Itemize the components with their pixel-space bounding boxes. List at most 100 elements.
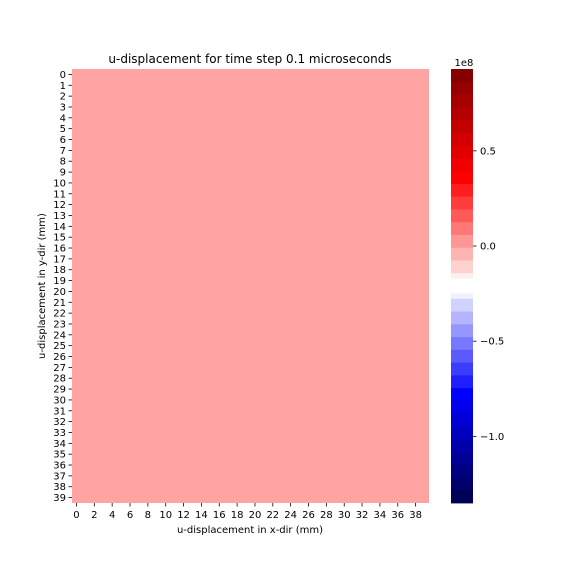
y-tick-label: 12 — [53, 200, 66, 211]
colorbar-exponent: 1e8 — [455, 58, 474, 69]
y-tick-label: 32 — [53, 417, 66, 428]
x-axis-label: u-displacement in x-dir (mm) — [177, 525, 323, 536]
y-tick-label: 18 — [53, 265, 66, 276]
colorbar-band — [451, 145, 473, 159]
y-tick-label: 33 — [53, 428, 66, 439]
y-tick-label: 34 — [53, 439, 66, 450]
x-tick-label: 6 — [127, 510, 133, 521]
x-tick-label: 38 — [409, 510, 422, 521]
colorbar-band — [451, 298, 473, 312]
colorbar-upper — [451, 69, 473, 279]
y-tick-label: 22 — [53, 309, 66, 320]
x-tick-label: 2 — [91, 510, 97, 521]
colorbar-band — [451, 337, 473, 351]
colorbar-band — [451, 451, 473, 466]
y-tick-label: 1 — [60, 81, 66, 92]
x-tick-label: 18 — [231, 510, 244, 521]
x-tick-label: 4 — [109, 510, 115, 521]
colorbar-band — [451, 171, 473, 185]
y-tick-label: 38 — [53, 482, 66, 493]
chart-title: u-displacement for time step 0.1 microse… — [108, 52, 391, 66]
y-tick-label: 16 — [53, 244, 66, 255]
y-tick-label: 37 — [53, 471, 66, 482]
y-tick-label: 2 — [60, 92, 66, 103]
colorbar-band — [451, 94, 473, 108]
y-tick-label: 23 — [53, 319, 66, 330]
colorbar-tick-label: 0.5 — [480, 146, 496, 157]
y-tick-label: 30 — [53, 395, 66, 406]
y-axis-label: u-displacement in y-dir (mm) — [37, 213, 48, 359]
colorbar-tick-label: −0.5 — [480, 337, 504, 348]
colorbar-lower — [451, 293, 473, 504]
y-tick-label: 24 — [53, 330, 66, 341]
x-tick-label: 34 — [374, 510, 387, 521]
y-tick-label: 6 — [60, 135, 66, 146]
y-tick-label: 35 — [53, 450, 66, 461]
heatmap-area — [72, 69, 429, 503]
y-tick-label: 25 — [53, 341, 66, 352]
y-tick-label: 13 — [53, 211, 66, 222]
x-tick-label: 12 — [177, 510, 190, 521]
colorbar-band — [451, 413, 473, 427]
colorbar-band — [451, 362, 473, 376]
y-tick-label: 14 — [53, 222, 66, 233]
colorbar-band — [451, 158, 473, 172]
colorbar-tick-label: 0.0 — [480, 242, 496, 253]
colorbar-band — [451, 490, 473, 504]
y-tick-label: 15 — [53, 233, 66, 244]
colorbar-band — [451, 107, 473, 121]
colorbar-band — [451, 69, 473, 83]
colorbar-band — [451, 183, 473, 198]
y-tick-label: 26 — [53, 352, 66, 363]
colorbar-band — [451, 120, 473, 134]
y-tick-label: 5 — [60, 124, 66, 135]
x-axis-ticks: 0 2 4 6 8 10 12 14 16 18 20 22 24 26 28 30 32 34 36 38 — [73, 503, 422, 521]
x-tick-label: 24 — [284, 510, 297, 521]
y-tick-label: 4 — [60, 113, 66, 124]
x-tick-label: 32 — [356, 510, 369, 521]
y-tick-label: 0 — [60, 70, 66, 81]
x-tick-label: 10 — [159, 510, 172, 521]
colorbar-band — [451, 477, 473, 491]
x-tick-label: 20 — [249, 510, 262, 521]
colorbar-band — [451, 293, 473, 300]
colorbar-band — [451, 273, 473, 279]
x-tick-label: 22 — [266, 510, 279, 521]
colorbar-band — [451, 196, 473, 210]
y-tick-label: 3 — [60, 102, 66, 113]
y-tick-label: 28 — [53, 374, 66, 385]
y-tick-label: 11 — [53, 189, 66, 200]
colorbar-band — [451, 132, 473, 146]
colorbar-band — [451, 349, 473, 363]
colorbar-band — [451, 247, 473, 261]
colorbar-band — [451, 464, 473, 478]
y-tick-label: 8 — [60, 157, 66, 168]
colorbar-band — [451, 311, 473, 325]
y-tick-label: 27 — [53, 363, 66, 374]
x-tick-label: 30 — [338, 510, 351, 521]
y-tick-label: 7 — [60, 146, 66, 157]
y-tick-label: 36 — [53, 461, 66, 472]
y-tick-label: 21 — [53, 298, 66, 309]
colorbar-tick-label: −1.0 — [480, 432, 504, 443]
x-tick-label: 28 — [320, 510, 333, 521]
colorbar-band — [451, 260, 473, 274]
colorbar-band — [451, 400, 473, 415]
x-tick-label: 36 — [391, 510, 404, 521]
colorbar-band — [451, 209, 473, 223]
y-tick-label: 10 — [53, 178, 66, 189]
y-tick-label: 31 — [53, 406, 66, 417]
colorbar-band — [451, 81, 473, 95]
colorbar-band — [451, 388, 473, 402]
x-tick-label: 16 — [213, 510, 226, 521]
colorbar-band — [451, 426, 473, 440]
y-tick-label: 39 — [53, 493, 66, 504]
x-tick-label: 14 — [195, 510, 208, 521]
y-axis-ticks: 0123456789101112131415161718192021222324… — [53, 70, 72, 504]
colorbar-ticks: 0.5 0.0 −0.5 −1.0 — [473, 146, 504, 443]
colorbar-band — [451, 324, 473, 338]
colorbar-band — [451, 234, 473, 249]
y-tick-label: 9 — [60, 168, 66, 179]
y-tick-label: 17 — [53, 254, 66, 265]
